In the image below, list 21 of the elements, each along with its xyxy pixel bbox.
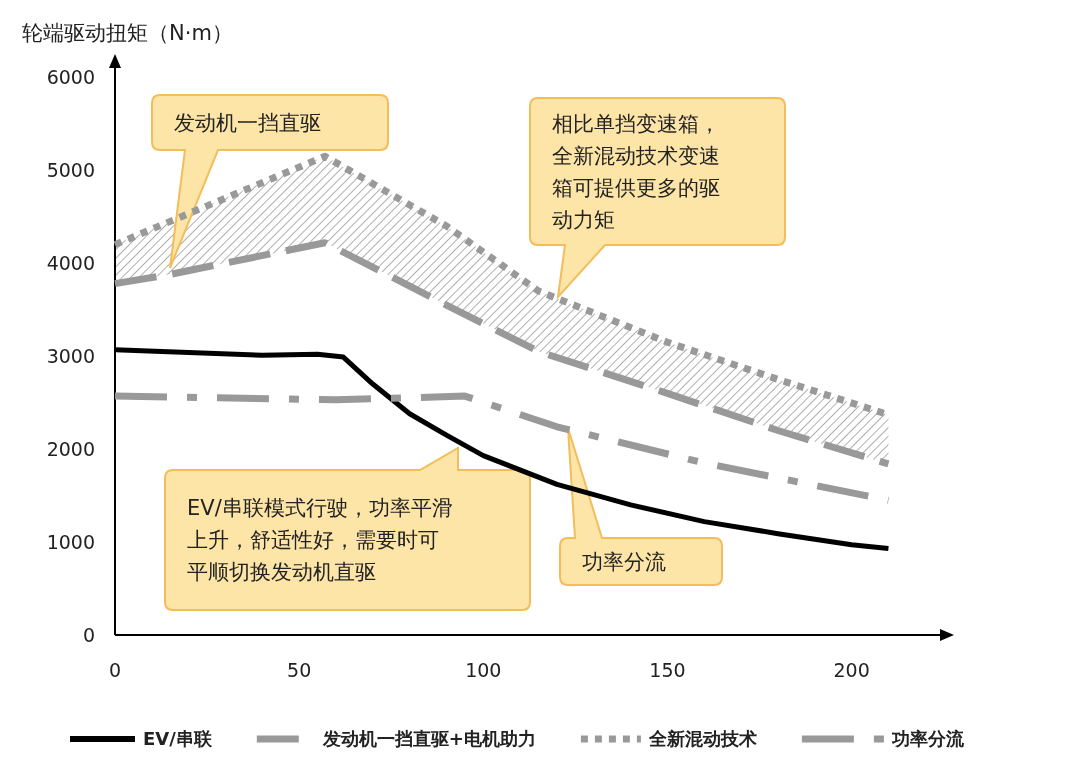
y-tick-label: 2000 bbox=[46, 438, 95, 461]
y-tick-label: 1000 bbox=[46, 531, 95, 554]
legend-label: 全新混动技术 bbox=[647, 728, 757, 749]
y-axis-title: 轮端驱动扭矩（N·m） bbox=[22, 21, 233, 45]
y-tick-label: 3000 bbox=[46, 345, 95, 368]
annotation: 发动机一挡直驱 bbox=[174, 109, 322, 137]
y-tick-label: 0 bbox=[82, 624, 95, 646]
x-tick-label: 200 bbox=[833, 659, 870, 681]
annotation: 功率分流 bbox=[582, 548, 667, 576]
annotation: EV/串联模式行驶，功率平滑上升，舒适性好，需要时可平顺切换发动机直驱 bbox=[187, 495, 454, 586]
legend-label: EV/串联 bbox=[143, 728, 213, 749]
y-tick-label: 6000 bbox=[46, 66, 95, 89]
y-tick-label: 5000 bbox=[46, 159, 95, 182]
legend-label: 功率分流 bbox=[890, 728, 965, 749]
legend-label: 发动机一挡直驱+电机助力 bbox=[321, 728, 536, 749]
y-tick-label: 4000 bbox=[46, 252, 95, 275]
x-tick-label: 0 bbox=[108, 659, 122, 681]
x-tick-label: 150 bbox=[649, 659, 686, 681]
x-tick-label: 50 bbox=[287, 659, 312, 681]
annotation: 相比单挡变速箱，全新混动技术变速箱可提供更多的驱动力矩 bbox=[552, 110, 721, 234]
x-tick-label: 100 bbox=[465, 659, 502, 681]
